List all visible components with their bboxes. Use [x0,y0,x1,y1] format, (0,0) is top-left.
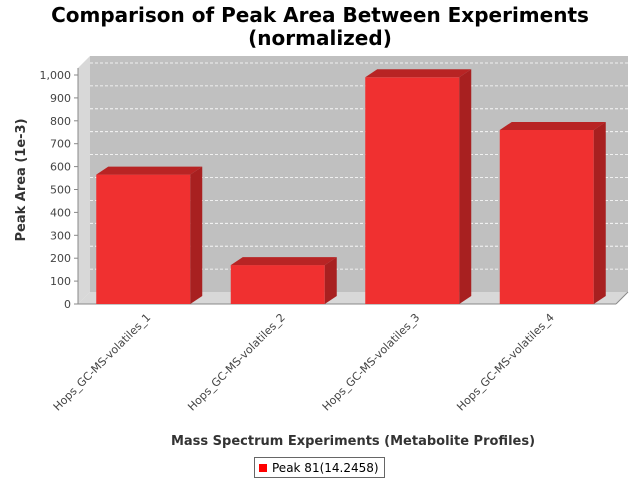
bar-front [499,129,594,304]
plot-back-wall [90,56,628,292]
bar [365,69,472,304]
bar [96,166,203,304]
bars [96,69,606,305]
plot-floor [78,292,628,304]
x-axis-end [615,291,629,305]
y-tick-label: 900 [50,92,71,105]
bar-front [365,77,460,304]
x-tick-label: Hops_GC-MS-volatiles_4 [454,311,557,414]
y-tick-label: 1,000 [40,69,72,82]
bar-side [324,257,337,304]
x-tick-label: Hops_GC-MS-volatiles_1 [51,311,154,414]
y-tick-label: 400 [50,206,71,219]
legend-swatch [259,463,267,472]
bar-top [499,121,606,130]
plot-area [78,56,628,304]
x-axis-label: Mass Spectrum Experiments (Metabolite Pr… [171,434,535,449]
bar-front [96,174,191,304]
x-tick-label: Hops_GC-MS-volatiles_2 [185,311,288,414]
bar-side [593,121,606,305]
y-tick-label: 200 [50,252,71,265]
y-tick-label: 100 [50,275,71,288]
plot-left-wall [78,56,90,304]
bar-top [365,69,472,78]
bar-side [190,166,203,304]
y-tick-label: 800 [50,115,71,128]
bar-top [230,257,337,266]
legend: Peak 81(14.2458) [254,457,385,478]
x-tick-label: Hops_GC-MS-volatiles_3 [320,311,423,414]
y-axis-label: Peak Area (1e-3) [14,118,29,241]
y-tick-label: 0 [64,298,71,311]
y-tick-label: 300 [50,229,71,242]
y-tick-label: 700 [50,138,71,151]
y-tick-label: 600 [50,161,71,174]
bar-top [96,166,203,175]
chart-subtitle: (normalized) [248,26,392,50]
bar [230,257,337,304]
bar-front [230,265,325,304]
bar-side [459,69,472,304]
chart-title: Comparison of Peak Area Between Experime… [51,3,589,27]
legend-label: Peak 81(14.2458) [272,460,379,475]
bar [499,121,606,305]
y-tick-label: 500 [50,184,71,197]
